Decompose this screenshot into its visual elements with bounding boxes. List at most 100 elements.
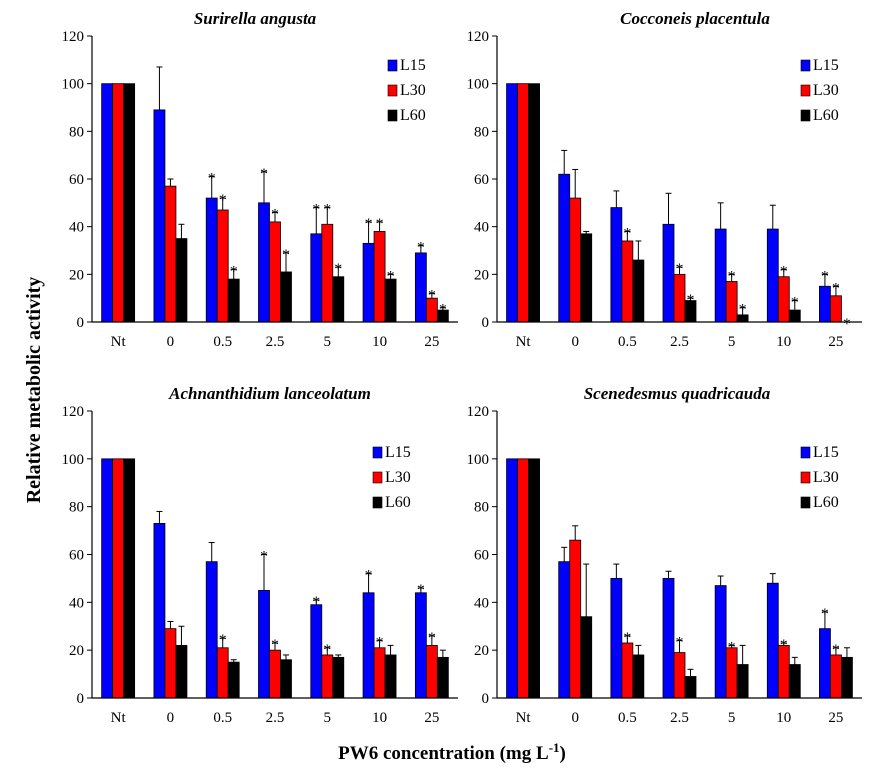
significance-marker: * — [387, 268, 395, 285]
significance-marker: * — [687, 292, 695, 309]
x-tick-label: Nt — [111, 710, 127, 726]
x-tick-label: 0 — [167, 710, 175, 726]
y-tick-label: 0 — [77, 691, 85, 707]
chart-panel-4: Scenedesmus quadricauda020406080100120Nt… — [467, 384, 862, 726]
bar — [164, 628, 177, 699]
bar — [506, 458, 518, 699]
significance-marker: * — [676, 261, 684, 278]
bar — [819, 285, 831, 323]
bar — [362, 242, 375, 323]
bar — [662, 578, 675, 699]
x-tick-label: 2.5 — [670, 334, 689, 350]
bar — [269, 649, 281, 699]
bar — [332, 656, 345, 699]
y-tick-label: 40 — [474, 595, 489, 611]
legend-label: L60 — [813, 494, 839, 511]
x-tick-label: 0.5 — [618, 710, 637, 726]
legend-swatch — [800, 109, 811, 122]
x-tick-label: Nt — [516, 710, 532, 726]
y-tick-label: 100 — [467, 452, 490, 468]
legend-label: L30 — [385, 469, 411, 486]
bar — [830, 295, 842, 323]
bar — [216, 209, 229, 323]
bar — [580, 233, 593, 323]
bar — [373, 647, 386, 699]
x-tick-label: 10 — [372, 710, 387, 726]
bar — [258, 202, 270, 323]
y-tick-label: 80 — [69, 124, 84, 140]
bar — [280, 659, 292, 699]
bar — [736, 664, 749, 699]
bar — [766, 582, 779, 699]
x-tick-label: 2.5 — [266, 710, 285, 726]
y-tick-label: 40 — [69, 220, 84, 236]
x-tick-label: 5 — [728, 334, 736, 350]
bar — [321, 654, 334, 699]
legend-label: L30 — [813, 82, 839, 99]
significance-marker: * — [780, 637, 788, 654]
y-tick-label: 0 — [77, 315, 85, 331]
bar — [227, 661, 240, 699]
x-tick-label: 10 — [372, 334, 387, 350]
bar — [175, 644, 188, 699]
significance-marker: * — [832, 280, 840, 297]
bar — [112, 458, 125, 699]
y-tick-label: 60 — [474, 548, 489, 564]
legend-label: L60 — [400, 107, 426, 124]
significance-marker: * — [219, 192, 227, 209]
y-tick-label: 80 — [474, 500, 489, 516]
y-tick-label: 80 — [69, 500, 84, 516]
chart-panel-3: Achnanthidium lanceolatum020406080100120… — [62, 384, 458, 726]
legend: L15 L30 L60 — [800, 444, 839, 511]
bar — [310, 233, 323, 323]
bar — [819, 628, 831, 699]
significance-marker: * — [623, 225, 631, 242]
x-tick-label: 0 — [571, 710, 579, 726]
bar — [205, 561, 218, 699]
significance-marker: * — [323, 202, 331, 219]
legend-swatch — [800, 84, 811, 97]
significance-marker: * — [417, 582, 425, 599]
panel-title: Achnanthidium lanceolatum — [168, 384, 371, 403]
bar — [621, 240, 634, 323]
y-tick-label: 20 — [69, 267, 84, 283]
x-tick-label: 0 — [571, 334, 579, 350]
significance-marker: * — [219, 632, 227, 649]
legend-label: L30 — [400, 82, 426, 99]
x-tick-label: 5 — [324, 334, 332, 350]
legend-label: L15 — [400, 57, 426, 74]
bar — [425, 644, 438, 699]
bar — [662, 223, 675, 323]
y-axis-title: Relative metabolic activity — [23, 277, 45, 504]
significance-marker: * — [365, 568, 373, 585]
bar — [280, 271, 292, 323]
bar — [830, 654, 842, 699]
significance-marker: * — [676, 635, 684, 652]
bar — [436, 656, 449, 699]
x-tick-label: 5 — [728, 710, 736, 726]
legend-swatch — [372, 471, 383, 484]
x-tick-label: 10 — [776, 710, 791, 726]
y-tick-label: 20 — [474, 643, 489, 659]
y-tick-label: 120 — [62, 404, 85, 420]
legend-swatch — [372, 496, 383, 509]
bar — [528, 83, 540, 323]
significance-marker: * — [260, 166, 268, 183]
x-axis-title-superscript: -1 — [549, 740, 560, 755]
bar — [788, 664, 801, 699]
y-tick-label: 0 — [482, 315, 490, 331]
legend-label: L15 — [813, 444, 839, 461]
bar — [558, 173, 571, 323]
bar — [384, 278, 397, 323]
legend-swatch — [800, 471, 811, 484]
bar — [558, 561, 571, 699]
bar — [766, 228, 779, 323]
significance-marker: * — [728, 268, 736, 285]
legend-swatch — [372, 446, 383, 459]
panel-title: Scenedesmus quadricauda — [584, 384, 771, 403]
bar — [673, 273, 686, 323]
legend-swatch — [387, 59, 398, 72]
x-tick-label: 2.5 — [670, 710, 689, 726]
y-tick-label: 0 — [482, 691, 490, 707]
